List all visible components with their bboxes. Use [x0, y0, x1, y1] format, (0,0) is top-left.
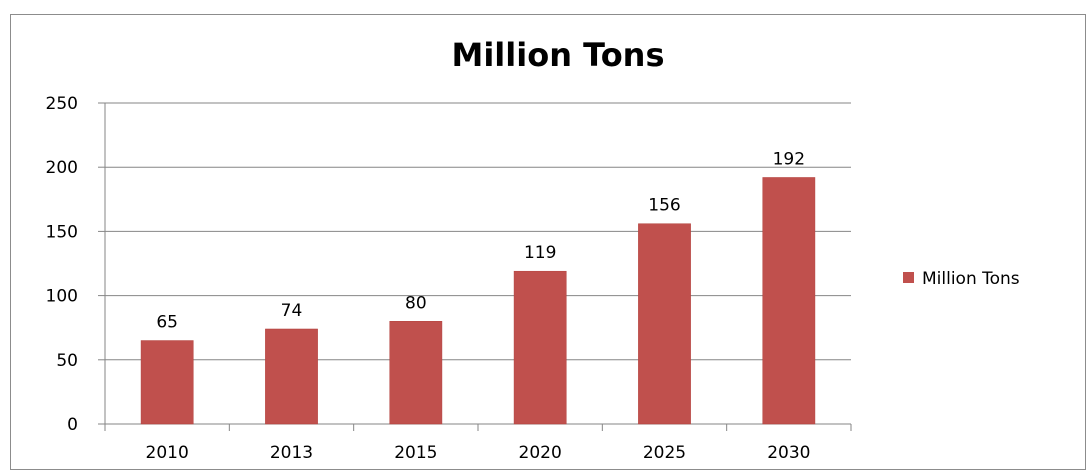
data-label: 192: [773, 149, 805, 169]
data-labels: 65 74 80 119 156 192: [156, 149, 805, 332]
data-label: 119: [524, 243, 556, 263]
y-tick-label: 50: [56, 351, 78, 371]
y-tick-label: 0: [67, 415, 78, 435]
data-label: 74: [281, 301, 303, 321]
x-tick-label: 2025: [643, 443, 686, 463]
x-tick-label: 2015: [394, 443, 437, 463]
bars: [140, 177, 816, 425]
x-tick-label: 2013: [270, 443, 313, 463]
axes: 0 50 100 150 200 250 2010 2013 2015 2020 2025 2030: [46, 94, 852, 463]
x-tick-label: 2020: [519, 443, 562, 463]
legend: Million Tons: [903, 269, 1020, 289]
x-tick-label: 2030: [767, 443, 810, 463]
bar: [140, 340, 194, 425]
bar: [389, 321, 443, 425]
gridlines: [105, 102, 851, 361]
data-label: 80: [405, 293, 427, 313]
y-tick-label: 200: [46, 158, 78, 178]
bar: [762, 177, 816, 425]
bar: [638, 223, 691, 425]
data-label: 156: [648, 196, 680, 216]
y-tick-label: 150: [46, 222, 78, 242]
data-label: 65: [156, 313, 178, 333]
legend-label: Million Tons: [922, 269, 1020, 289]
bar: [513, 270, 567, 425]
legend-swatch: [903, 272, 914, 283]
y-tick-label: 100: [46, 287, 78, 307]
chart-title: Million Tons: [451, 36, 664, 74]
bar: [265, 328, 318, 425]
x-tick-label: 2010: [146, 443, 189, 463]
y-tick-label: 250: [46, 94, 78, 114]
